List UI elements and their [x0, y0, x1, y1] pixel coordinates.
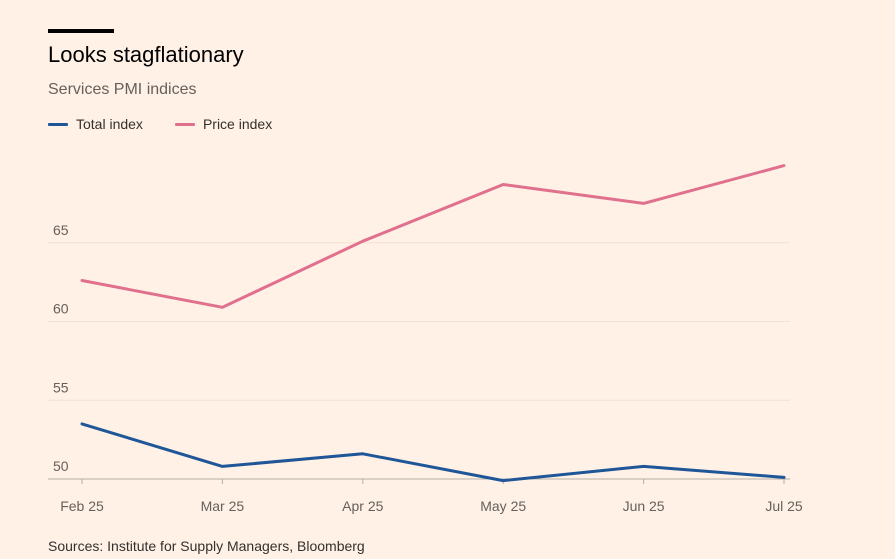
x-tick-label-0: Feb 25 [60, 498, 104, 514]
series-line-total-index [80, 422, 786, 483]
y-tick-label-60: 60 [53, 301, 69, 317]
title-accent-bar [48, 29, 114, 33]
source-note: Sources: Institute for Supply Managers, … [48, 538, 365, 554]
chart-title: Looks stagflationary [48, 42, 244, 67]
line-chart: 50 55 60 65 Feb 25 Mar 25 Apr 25 May 25 Jun 25 Ju… [48, 164, 803, 514]
legend: Total index Price index [48, 116, 304, 132]
legend-label-price: Price index [202, 116, 273, 132]
series-line-price-index [80, 164, 786, 309]
legend-item-total: Total index [48, 116, 143, 132]
legend-swatch-total [48, 122, 68, 126]
x-tick-label-5: Jul 25 [765, 498, 803, 514]
x-tick-label-2: Apr 25 [342, 498, 383, 514]
x-tick-label-1: Mar 25 [201, 498, 245, 514]
chart-subtitle: Services PMI indices [48, 81, 197, 98]
legend-item-price: Price index [174, 116, 273, 132]
legend-swatch-price [174, 122, 195, 126]
x-tick-label-4: Jun 25 [623, 498, 665, 514]
y-tick-label-65: 65 [53, 222, 69, 238]
x-tick-label-3: May 25 [480, 498, 526, 514]
y-tick-label-55: 55 [53, 379, 69, 395]
legend-label-total: Total index [76, 116, 143, 132]
y-tick-label-50: 50 [53, 458, 69, 474]
